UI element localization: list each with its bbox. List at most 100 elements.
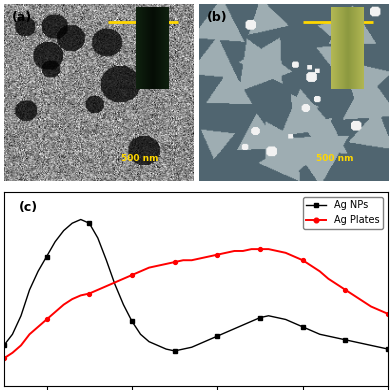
Ag NPs	[198, 341, 203, 346]
Ag Plates	[172, 260, 177, 264]
Ag Plates	[223, 250, 228, 255]
Ag Plates	[189, 258, 194, 262]
Line: Ag NPs: Ag NPs	[2, 218, 390, 353]
Text: (c): (c)	[19, 202, 38, 214]
Ag NPs	[172, 349, 177, 353]
Ag Plates	[258, 247, 262, 252]
Ag Plates	[241, 249, 245, 254]
Ag Plates	[334, 282, 339, 287]
Ag Plates	[309, 263, 314, 268]
Ag NPs	[130, 319, 134, 324]
Ag Plates	[53, 310, 58, 314]
Ag NPs	[292, 321, 296, 326]
Ag NPs	[207, 337, 211, 342]
Ag NPs	[138, 332, 143, 337]
Ag Plates	[113, 280, 117, 285]
Ag NPs	[232, 326, 237, 331]
Ag Plates	[368, 304, 373, 309]
Ag Plates	[10, 351, 15, 355]
Ag NPs	[215, 334, 220, 339]
Ag NPs	[104, 258, 109, 262]
Text: (a): (a)	[11, 11, 32, 24]
Ag Plates	[343, 287, 348, 292]
Ag Plates	[352, 293, 356, 298]
Ag NPs	[343, 337, 348, 342]
Ag NPs	[241, 323, 245, 327]
Ag Plates	[44, 317, 49, 322]
Ag Plates	[198, 256, 203, 261]
Text: (b): (b)	[207, 11, 227, 24]
Ag Plates	[377, 308, 382, 312]
Ag Plates	[36, 324, 40, 329]
Ag NPs	[318, 332, 322, 337]
Ag Plates	[87, 291, 92, 296]
Ag NPs	[78, 217, 83, 222]
Ag NPs	[334, 336, 339, 340]
Ag NPs	[360, 341, 365, 346]
Ag Plates	[326, 277, 331, 281]
Ag Plates	[155, 263, 160, 268]
Ag NPs	[44, 254, 49, 259]
Ag Plates	[104, 284, 109, 289]
Ag NPs	[275, 315, 279, 320]
Ag Plates	[300, 258, 305, 262]
Ag Plates	[318, 269, 322, 274]
Line: Ag Plates: Ag Plates	[2, 247, 390, 360]
Ag Plates	[215, 252, 220, 257]
Legend: Ag NPs, Ag Plates: Ag NPs, Ag Plates	[303, 197, 383, 229]
Ag NPs	[155, 343, 160, 348]
Ag Plates	[138, 269, 143, 274]
Ag Plates	[2, 356, 6, 361]
Ag NPs	[2, 343, 6, 348]
Ag NPs	[266, 314, 271, 318]
Ag NPs	[223, 330, 228, 335]
Ag Plates	[266, 247, 271, 252]
Ag Plates	[283, 250, 288, 255]
Ag NPs	[368, 343, 373, 348]
Ag NPs	[61, 228, 66, 233]
Ag NPs	[87, 221, 92, 225]
Ag NPs	[249, 319, 254, 324]
Ag Plates	[207, 254, 211, 259]
Ag Plates	[249, 247, 254, 252]
Ag NPs	[189, 345, 194, 349]
Ag Plates	[27, 332, 32, 337]
Ag Plates	[78, 293, 83, 298]
Ag Plates	[275, 249, 279, 254]
Ag Plates	[19, 343, 24, 348]
Ag Plates	[181, 258, 185, 262]
Ag NPs	[309, 328, 314, 333]
Ag NPs	[377, 345, 382, 349]
Ag Plates	[147, 265, 151, 270]
Ag Plates	[164, 262, 169, 266]
Ag NPs	[96, 236, 100, 240]
Ag Plates	[232, 249, 237, 254]
Ag NPs	[113, 282, 117, 287]
Ag NPs	[53, 239, 58, 244]
Ag NPs	[19, 314, 24, 318]
Ag Plates	[386, 312, 390, 316]
Ag NPs	[70, 221, 74, 225]
Ag NPs	[352, 339, 356, 344]
Ag NPs	[386, 347, 390, 351]
Ag NPs	[164, 347, 169, 351]
Ag NPs	[300, 324, 305, 329]
Ag NPs	[283, 317, 288, 322]
Text: 500 nm: 500 nm	[122, 154, 159, 163]
Ag NPs	[147, 339, 151, 344]
Ag Plates	[96, 287, 100, 292]
Text: 500 nm: 500 nm	[316, 154, 354, 163]
Ag Plates	[130, 273, 134, 277]
Ag Plates	[121, 277, 126, 281]
Ag NPs	[181, 347, 185, 351]
Ag Plates	[70, 297, 74, 301]
Ag NPs	[27, 287, 32, 292]
Ag Plates	[61, 302, 66, 307]
Ag NPs	[36, 269, 40, 274]
Ag Plates	[360, 299, 365, 303]
Ag NPs	[121, 302, 126, 307]
Ag NPs	[258, 315, 262, 320]
Ag NPs	[326, 334, 331, 339]
Ag Plates	[292, 254, 296, 259]
Ag NPs	[10, 332, 15, 337]
